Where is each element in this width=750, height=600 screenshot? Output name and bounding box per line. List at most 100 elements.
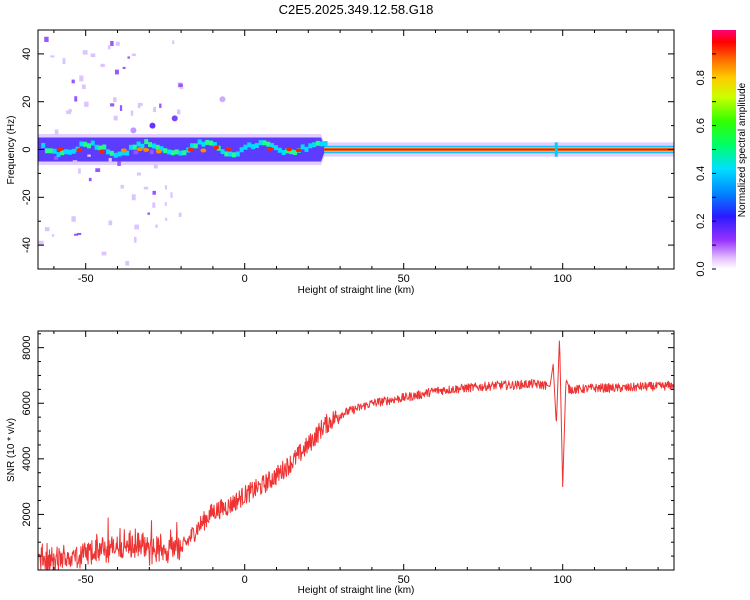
- ridge-core-cell: [132, 144, 137, 150]
- ridge-core-cell: [285, 148, 290, 154]
- ridge-core-cell: [106, 149, 111, 155]
- y-tick-label: 2000: [21, 502, 33, 526]
- x-tick-label: 0: [242, 574, 248, 586]
- noise-pixel: [110, 103, 115, 107]
- ridge-core-cell: [174, 149, 179, 155]
- y-tick-label: 6000: [21, 391, 33, 415]
- ridge-peak: [200, 148, 207, 153]
- ridge-core-cell: [251, 144, 256, 150]
- chart-title: C2E5.2025.349.12.58.G18: [279, 2, 434, 17]
- x-tick-label: 100: [554, 574, 572, 586]
- ridge-core-cell: [281, 149, 286, 155]
- noise-pixel: [149, 149, 154, 155]
- noise-pixel: [131, 53, 136, 57]
- noise-pixel: [110, 40, 114, 46]
- ridge-core-cell: [71, 148, 76, 154]
- ridge-core-cell: [247, 142, 252, 148]
- x-tick-label: 50: [398, 574, 410, 586]
- noise-pixel: [108, 220, 113, 226]
- noise-pixel: [159, 103, 162, 108]
- ridge-core-cell: [220, 149, 225, 155]
- snr-y-ticks: 2000 4000 6000 8000: [21, 333, 674, 571]
- colorbar-label: Normalized spectral amplitude: [737, 82, 748, 217]
- ridge-core-cell: [148, 142, 153, 148]
- ridge-core-cell: [209, 140, 214, 146]
- noise-pixel: [134, 236, 137, 243]
- noise-pixel: [88, 177, 92, 182]
- noise-pixel: [71, 79, 75, 84]
- ridge-core-cell: [182, 150, 187, 156]
- noise-pixel: [178, 83, 183, 87]
- ridge-core-cell: [56, 152, 61, 158]
- x-tick-label: 50: [398, 273, 410, 285]
- noise-pixel: [72, 160, 78, 164]
- ridge-core-cell: [98, 145, 103, 151]
- y-tick-label: 20: [21, 96, 33, 108]
- ridge-core-cell: [289, 149, 294, 155]
- colorbar: 0.0 0.2 0.4 0.6 0.8 Normalized spectral ampl…: [695, 30, 748, 277]
- ridge-core-cell: [128, 144, 133, 150]
- ridge-peak: [155, 149, 162, 154]
- ridge-core-cell: [300, 144, 305, 150]
- noise-pixel: [117, 161, 121, 166]
- noise-pixel: [127, 56, 131, 59]
- ridge-core-cell: [83, 141, 88, 147]
- ridge-core-cell: [94, 144, 99, 150]
- noise-pixel: [153, 163, 158, 169]
- snr-x-label: Height of straight line (km): [298, 585, 415, 596]
- noise-pixel: [139, 103, 143, 106]
- noise-pixel: [107, 45, 111, 50]
- ridge-core-cell: [224, 151, 229, 157]
- colorbar-tick-label: 0.2: [695, 214, 707, 229]
- ridge-core-cell: [319, 141, 324, 147]
- ridge-core-cell: [113, 152, 118, 158]
- snr-frame: [37, 330, 675, 571]
- noise-pixel: [62, 58, 66, 64]
- colorbar-tick-label: 0.6: [695, 118, 707, 133]
- spectral-blob: [130, 127, 137, 134]
- ridge-core-cell: [170, 150, 175, 156]
- ridge-core-cell: [190, 143, 195, 149]
- ridge-core-cell: [239, 147, 244, 153]
- ridge-peak: [57, 147, 64, 152]
- spectral-blob: [149, 122, 156, 129]
- noise-pixel: [87, 154, 91, 157]
- ridge-core-cell: [86, 143, 91, 149]
- x-tick-label: -50: [78, 273, 94, 285]
- ridge-core-cell: [151, 143, 156, 149]
- noise-pixel: [38, 240, 44, 246]
- noise-pixel: [122, 66, 126, 69]
- ridge-peak: [98, 149, 105, 154]
- noise-pixel: [90, 53, 96, 58]
- ridge-core-cell: [102, 144, 107, 150]
- ridge-core-cell: [231, 152, 236, 158]
- noise-pixel: [153, 106, 156, 113]
- noise-pixel: [136, 172, 141, 176]
- ridge-core-cell: [48, 148, 53, 154]
- ridge-core-cell: [258, 140, 263, 146]
- noise-pixel: [131, 194, 136, 201]
- ridge-core-cell: [64, 149, 69, 155]
- ridge-core-cell: [243, 144, 248, 150]
- ridge-core-cell: [109, 150, 114, 156]
- ridge-core-cell: [212, 142, 217, 148]
- ridge-core-cell: [205, 139, 210, 145]
- ridge-core-cell: [136, 141, 141, 147]
- ridge-core-cell: [155, 144, 160, 150]
- noise-pixel: [115, 41, 120, 46]
- ridge-core-cell: [159, 146, 164, 152]
- noise-pixel: [108, 157, 112, 163]
- spectrogram-y-ticks: -40 -20 0 20 40: [21, 29, 674, 270]
- noise-pixel: [44, 227, 50, 232]
- ridge-peak: [225, 147, 232, 152]
- y-tick-label: -40: [21, 237, 33, 253]
- ridge-core-cell: [312, 142, 317, 148]
- ridge-core-cell: [293, 150, 298, 156]
- ridge-core-cell: [323, 141, 328, 147]
- ridge-core-cell: [52, 148, 57, 154]
- snr-panel: -50 0 50 100 2000 4000 6000 8000 Height of str…: [6, 330, 675, 596]
- ridge-peak: [136, 147, 143, 152]
- noise-pixel: [152, 202, 156, 208]
- noise-pixel: [115, 69, 119, 75]
